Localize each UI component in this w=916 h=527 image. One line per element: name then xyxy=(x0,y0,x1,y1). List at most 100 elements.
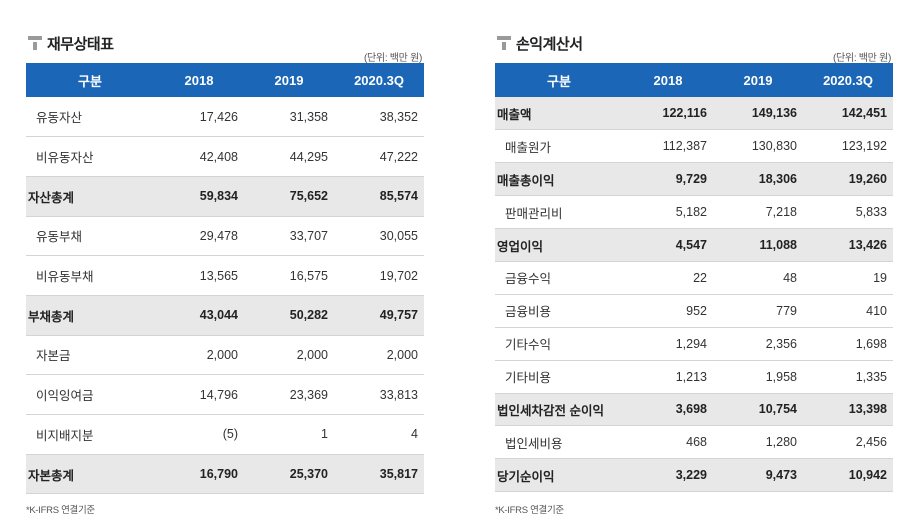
cell-2019: 2,000 xyxy=(296,347,328,362)
header-2020-3q: 2020.3Q xyxy=(823,72,873,88)
table-row: 유동자산 17,426 31,358 38,352 xyxy=(26,97,424,137)
table-row: 유동부채 29,478 33,707 30,055 xyxy=(26,216,424,256)
cell-2020-3q: 410 xyxy=(866,303,887,318)
cell-2020-3q: 13,398 xyxy=(848,402,887,417)
row-label: 법인세비용 xyxy=(505,436,563,451)
header-2019: 2019 xyxy=(743,72,773,88)
cell-2018: 5,182 xyxy=(675,205,707,220)
table-header-row: 구분 2018 2019 2020.3Q xyxy=(495,63,893,97)
table-row: 금융비용 952 779 410 xyxy=(495,294,893,328)
row-label: 매출액 xyxy=(497,107,532,122)
header-category: 구분 xyxy=(78,73,102,89)
row-label: 비유동부채 xyxy=(36,270,94,285)
row-label: 기타비용 xyxy=(505,371,552,386)
cell-2018: 1,213 xyxy=(675,369,707,384)
table-row-total: 영업이익 4,547 11,088 13,426 xyxy=(495,228,893,262)
table-row-total: 매출총이익 9,729 18,306 19,260 xyxy=(495,162,893,196)
cell-2019: 7,218 xyxy=(765,205,797,220)
cell-2019: 11,088 xyxy=(759,238,797,252)
cell-2019: 75,652 xyxy=(289,189,328,204)
row-label: 당기순이익 xyxy=(497,469,555,484)
cell-2018: 1,294 xyxy=(675,336,707,351)
cell-2018: 468 xyxy=(686,435,707,450)
cell-2020-3q: 35,817 xyxy=(379,467,418,482)
cell-2018: 3,698 xyxy=(675,402,707,417)
balance-sheet-title-row: 재무상태표 (단위: 백만 원) xyxy=(26,30,424,64)
row-label: 금융수익 xyxy=(505,272,552,287)
cell-2020-3q: 19,260 xyxy=(848,172,887,187)
balance-sheet-panel: 재무상태표 (단위: 백만 원) 구분 2018 2019 2020.3Q 유동… xyxy=(26,30,424,494)
income-statement-table: 구분 2018 2019 2020.3Q 매출액 122,116 149,136 14… xyxy=(495,63,893,492)
cell-2020-3q: 38,352 xyxy=(379,109,418,124)
row-label: 금융비용 xyxy=(505,305,552,320)
cell-2019: 33,707 xyxy=(289,228,328,243)
cell-2018: 952 xyxy=(686,303,707,318)
cell-2020-3q: 1,335 xyxy=(855,369,887,384)
cell-2020-3q: 19 xyxy=(873,270,887,285)
row-label: 매출총이익 xyxy=(497,173,555,188)
header-2018: 2018 xyxy=(184,72,214,88)
row-label: 법인세차감전 순이익 xyxy=(497,403,604,418)
cell-2019: 130,830 xyxy=(751,139,797,154)
cell-2019: 44,295 xyxy=(289,149,328,164)
table-row-total: 매출액 122,116 149,136 142,451 xyxy=(495,97,893,130)
income-statement-title-row: 손익계산서 (단위: 백만 원) xyxy=(495,30,893,64)
row-label: 부채총계 xyxy=(28,309,75,324)
cell-2020-3q: 47,222 xyxy=(379,149,418,164)
balance-sheet-title: 재무상태표 xyxy=(47,36,114,53)
cell-2018: 59,834 xyxy=(199,189,238,204)
table-row: 금융수익 22 48 19 xyxy=(495,261,893,295)
cell-2018: 43,044 xyxy=(199,308,238,323)
cell-2020-3q: 2,456 xyxy=(855,435,887,450)
header-2020-3q: 2020.3Q xyxy=(354,72,404,88)
row-label: 유동부채 xyxy=(36,230,83,245)
cell-2019: 18,306 xyxy=(758,172,797,187)
cell-2019: 149,136 xyxy=(751,106,797,121)
cell-2019: 1,958 xyxy=(765,369,797,384)
row-label: 이익잉여금 xyxy=(36,389,94,404)
income-statement-unit: (단위: 백만 원) xyxy=(833,53,891,64)
row-label: 비유동자산 xyxy=(36,151,94,166)
balance-sheet-unit: (단위: 백만 원) xyxy=(364,53,422,64)
cell-2020-3q: 33,813 xyxy=(379,387,418,402)
cell-2020-3q: 1,698 xyxy=(855,336,887,351)
cell-2020-3q: 4 xyxy=(411,427,418,442)
income-statement-panel: 손익계산서 (단위: 백만 원) 구분 2018 2019 2020.3Q 매출… xyxy=(495,30,893,492)
table-row: 비유동자산 42,408 44,295 47,222 xyxy=(26,137,424,177)
cell-2020-3q: 19,702 xyxy=(379,268,418,283)
cell-2019: 50,282 xyxy=(289,308,328,323)
cell-2018: 13,565 xyxy=(199,268,238,283)
table-row-total: 자본총계 16,790 25,370 35,817 xyxy=(26,454,424,494)
header-2019: 2019 xyxy=(274,72,304,88)
cell-2018: 29,478 xyxy=(199,228,238,243)
cell-2018: 17,426 xyxy=(199,109,238,124)
table-row: 기타수익 1,294 2,356 1,698 xyxy=(495,327,893,361)
cell-2018: 4,547 xyxy=(675,238,707,252)
cell-2018: 3,229 xyxy=(675,468,707,483)
header-category: 구분 xyxy=(547,73,571,89)
cell-2019: 779 xyxy=(776,303,797,318)
title-marker-icon xyxy=(497,36,511,50)
row-label: 자본금 xyxy=(36,349,71,364)
table-row: 매출원가 112,387 130,830 123,192 xyxy=(495,130,893,163)
cell-2020-3q: 2,000 xyxy=(386,347,418,362)
income-statement-title: 손익계산서 xyxy=(516,36,583,53)
table-row-total: 부채총계 43,044 50,282 49,757 xyxy=(26,295,424,336)
balance-sheet-footnote: *K-IFRS 연결기준 xyxy=(26,505,95,516)
table-header-row: 구분 2018 2019 2020.3Q xyxy=(26,63,424,97)
cell-2018: 42,408 xyxy=(199,149,238,164)
table-row: 이익잉여금 14,796 23,369 33,813 xyxy=(26,375,424,415)
cell-2020-3q: 13,426 xyxy=(848,238,887,252)
balance-sheet-table: 구분 2018 2019 2020.3Q 유동자산 17,426 31,358 38,… xyxy=(26,63,424,494)
row-label: 판매관리비 xyxy=(505,206,563,221)
cell-2019: 10,754 xyxy=(758,402,797,417)
row-label: 매출원가 xyxy=(505,140,552,155)
cell-2018: 14,796 xyxy=(199,387,238,402)
cell-2018: 16,790 xyxy=(199,467,238,482)
table-row: 비유동부채 13,565 16,575 19,702 xyxy=(26,256,424,296)
table-row-total: 자산총계 59,834 75,652 85,574 xyxy=(26,176,424,217)
cell-2020-3q: 49,757 xyxy=(379,308,418,323)
cell-2020-3q: 5,833 xyxy=(855,205,887,220)
cell-2019: 9,473 xyxy=(765,468,797,483)
cell-2020-3q: 142,451 xyxy=(841,106,887,121)
